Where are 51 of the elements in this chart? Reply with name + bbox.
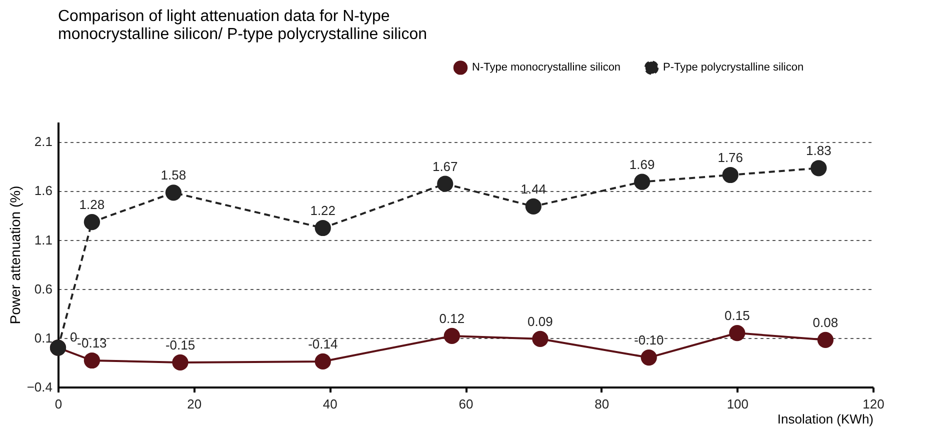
data-label: 1.76 xyxy=(718,150,744,165)
legend-label: P-Type polycrystalline silicon xyxy=(663,62,804,74)
data-label: 0.09 xyxy=(528,314,553,329)
data-label: 0.15 xyxy=(724,308,750,324)
point xyxy=(437,176,454,192)
data-label: 1.44 xyxy=(520,181,546,196)
data-label: 0.12 xyxy=(439,310,465,326)
y-axis-title: Power attenuation (%) xyxy=(6,186,23,324)
point xyxy=(525,198,542,214)
x-tick-label: 60 xyxy=(458,396,474,412)
y-tick-label: 2.1 xyxy=(34,134,52,150)
point xyxy=(817,332,834,348)
point xyxy=(722,166,738,184)
x-tick-label: 20 xyxy=(187,396,202,412)
y-tick-label: 0.1 xyxy=(34,330,52,346)
x-tick-label: 80 xyxy=(594,396,610,412)
point xyxy=(444,328,460,344)
data-label: 1.67 xyxy=(432,158,458,174)
x-tick-label: 0 xyxy=(54,396,62,412)
point xyxy=(634,174,650,190)
point xyxy=(172,354,188,371)
chart-title: Comparison of light attenuation data for N-type monocrystalline silicon/ P-type polycrystalline silicon xyxy=(58,8,428,43)
point xyxy=(729,324,746,342)
y-tick-label: 0.6 xyxy=(34,281,52,296)
x-tick-label: 120 xyxy=(862,396,884,412)
data-label: 1.69 xyxy=(629,156,655,172)
y-tick-label: 1.6 xyxy=(34,183,52,198)
point xyxy=(84,352,100,369)
point xyxy=(165,184,182,201)
data-label: -0.15 xyxy=(165,337,196,352)
data-label: 0.08 xyxy=(812,314,838,330)
x-tick-label: 40 xyxy=(322,396,338,412)
data-label: 1.83 xyxy=(806,143,832,158)
point xyxy=(314,353,331,370)
point xyxy=(84,214,100,230)
point xyxy=(810,160,827,176)
data-label: 1.22 xyxy=(310,203,336,218)
data-label: 1.28 xyxy=(79,197,105,212)
data-label: -0.13 xyxy=(77,336,107,350)
y-tick-label: 1.1 xyxy=(34,232,52,248)
data-label: -0.14 xyxy=(308,336,338,352)
point xyxy=(314,220,331,236)
x-axis-title: Insolation (KWh) xyxy=(777,412,874,426)
data-label: 0 xyxy=(70,330,78,345)
point xyxy=(532,330,548,347)
data-label: -0.10 xyxy=(634,332,664,348)
x-tick-label: 100 xyxy=(726,396,749,412)
data-label: 1.58 xyxy=(160,168,186,183)
y-tick-label: −0.4 xyxy=(26,380,52,394)
legend-label: N-Type monocrystalline silicon xyxy=(472,62,621,74)
point xyxy=(640,350,657,366)
